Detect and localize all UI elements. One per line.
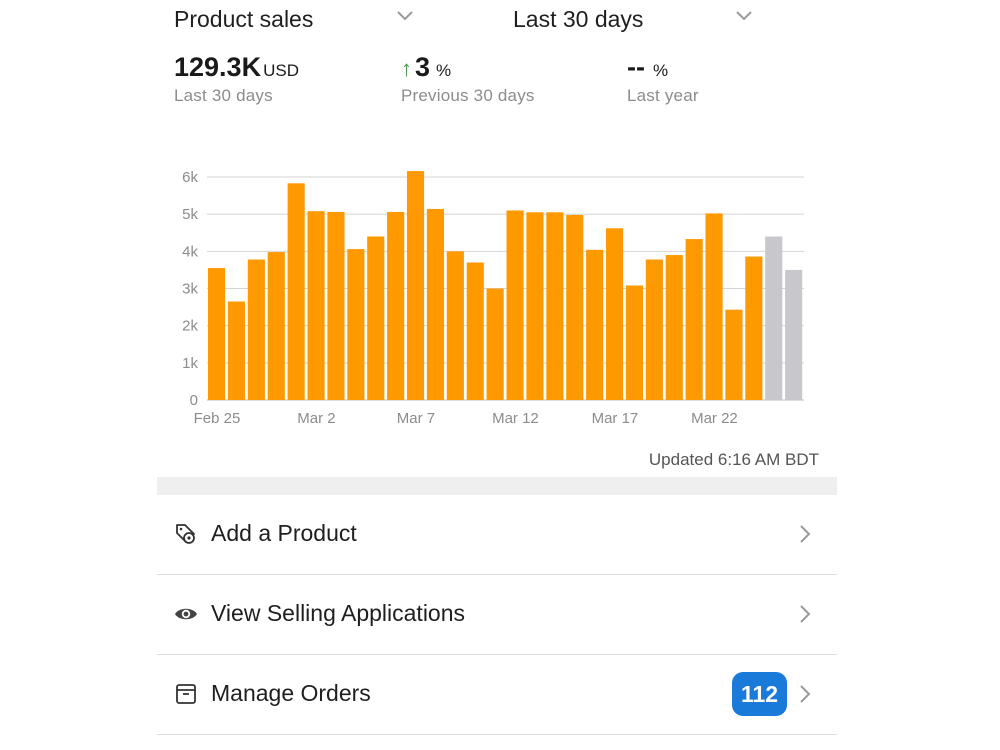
chevron-right-icon — [800, 685, 811, 703]
y-tick-label: 3k — [182, 281, 198, 298]
chart-bar[interactable] — [387, 211, 405, 400]
x-tick-label: Mar 22 — [691, 410, 738, 427]
y-tick-label: 6k — [182, 169, 198, 186]
chart-bar[interactable] — [685, 239, 703, 400]
chart-bar[interactable] — [347, 249, 365, 400]
x-tick-label: Mar 7 — [397, 410, 435, 427]
kpi-total-sales: 129.3K USD Last 30 days — [174, 52, 299, 105]
chart-bar[interactable] — [307, 211, 325, 400]
x-tick-label: Mar 12 — [492, 410, 539, 427]
chart-bar[interactable] — [227, 301, 246, 400]
chevron-right-icon — [800, 525, 811, 543]
chart-bar[interactable] — [426, 208, 445, 400]
chart-bar[interactable] — [526, 212, 544, 400]
chart-bar[interactable] — [466, 262, 484, 400]
add-product-label: Add a Product — [211, 520, 357, 546]
view-selling-applications-row[interactable]: View Selling Applications — [157, 574, 837, 655]
tag-icon — [176, 524, 195, 544]
manage-orders-row[interactable]: Manage Orders 112 — [157, 654, 837, 735]
chart-bar[interactable] — [625, 285, 644, 400]
x-tick-label: Mar 2 — [297, 410, 335, 427]
kpi-change-unit: % — [436, 61, 452, 80]
x-tick-label: Mar 17 — [592, 410, 639, 427]
x-tick-label: Feb 25 — [194, 410, 241, 427]
y-tick-label: 1k — [182, 355, 198, 372]
metric-dropdown[interactable]: Product sales — [174, 4, 414, 34]
arrow-up-icon: ↑ — [401, 56, 412, 81]
chart-bar[interactable] — [486, 288, 504, 401]
sales-bar-chart: 0 1k 2k 3k 4k 5k 6k Feb 25 Mar 2 Mar 7 Mar 12 Mar 1… — [182, 169, 804, 427]
chart-bar[interactable] — [506, 210, 524, 400]
chart-bar[interactable] — [765, 236, 783, 400]
chart-bar[interactable] — [665, 255, 683, 400]
chart-bar[interactable] — [546, 212, 564, 400]
chevron-down-icon — [736, 11, 752, 21]
date-range-dropdown-label: Last 30 days — [513, 5, 644, 32]
chart-bar[interactable] — [705, 213, 723, 400]
view-selling-applications-label: View Selling Applications — [211, 600, 466, 626]
chart-bar[interactable] — [586, 249, 604, 400]
kpi-total-value: 129.3K — [174, 52, 262, 82]
chart-bar[interactable] — [606, 228, 624, 400]
date-range-dropdown[interactable]: Last 30 days — [513, 4, 753, 34]
kpi-change-label: Previous 30 days — [401, 86, 535, 105]
chart-bar[interactable] — [247, 259, 265, 400]
chart-bar[interactable] — [267, 252, 285, 400]
chart-bar[interactable] — [745, 256, 763, 400]
orders-count-badge: 112 — [732, 672, 787, 716]
chart-bar[interactable] — [785, 269, 803, 400]
chart-bar[interactable] — [407, 171, 425, 400]
chart-bar[interactable] — [725, 309, 743, 400]
add-product-row[interactable]: Add a Product — [157, 494, 837, 575]
y-tick-label: 4k — [182, 243, 198, 260]
chart-bar[interactable] — [287, 183, 305, 400]
chevron-right-icon — [800, 605, 811, 623]
chart-bar[interactable] — [645, 259, 663, 400]
chart-bar[interactable] — [327, 211, 345, 400]
y-tick-label: 0 — [190, 392, 198, 409]
chart-bar[interactable] — [367, 236, 385, 400]
chart-bar[interactable] — [446, 251, 464, 400]
manage-orders-label: Manage Orders — [211, 680, 371, 706]
kpi-change-value: 3 — [415, 52, 431, 82]
chart-bar[interactable] — [208, 268, 226, 400]
eye-icon — [175, 608, 197, 620]
kpi-yoy-label: Last year — [627, 86, 699, 105]
kpi-total-label: Last 30 days — [174, 86, 273, 105]
kpi-yoy: --% Last year — [627, 52, 699, 105]
kpi-yoy-unit: % — [652, 61, 669, 80]
section-divider — [157, 477, 837, 495]
chart-bar[interactable] — [566, 214, 584, 400]
chevron-down-icon — [397, 11, 413, 21]
box-icon — [176, 684, 196, 704]
y-tick-label: 2k — [182, 318, 198, 335]
y-tick-label: 5k — [182, 206, 198, 223]
kpi-yoy-value: -- — [627, 52, 645, 82]
kpi-total-unit: USD — [263, 61, 299, 80]
metric-dropdown-label: Product sales — [174, 5, 314, 32]
kpi-change: ↑ 3% Previous 30 days — [401, 52, 534, 105]
updated-timestamp: Updated 6:16 AM BDT — [648, 450, 819, 469]
